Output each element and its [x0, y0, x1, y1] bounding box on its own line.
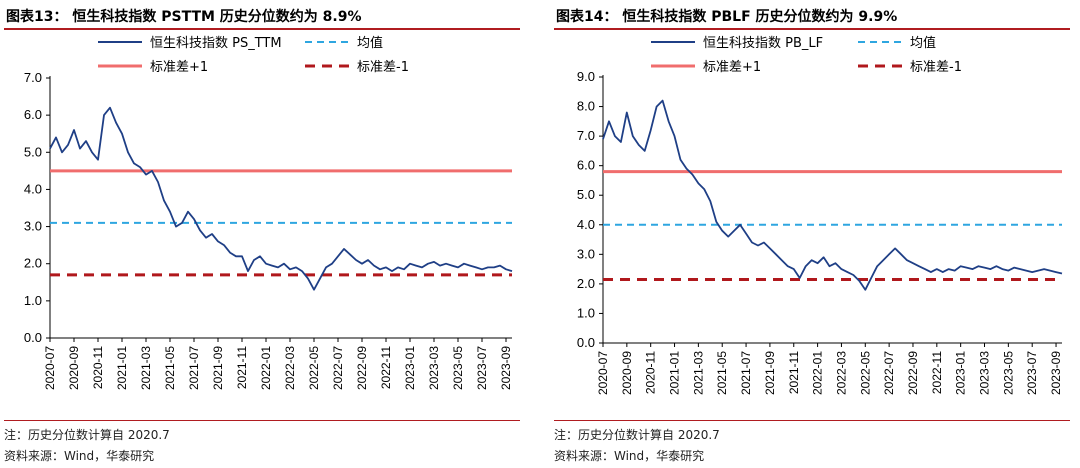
- line-chart: 0.0 1.0 2.0 3.0 4.0 5.0 6.0 7.0 8.0 9.0 2020-07 202…: [577, 35, 1063, 395]
- x-tick-label: 2020-09: [620, 351, 634, 395]
- y-tick-label: 8.0: [577, 99, 595, 114]
- x-tick-label: 2020-07: [43, 346, 57, 390]
- x-tick-label: 2022-05: [307, 346, 321, 390]
- y-tick-label: 0.0: [577, 335, 595, 350]
- x-tick-label: 2021-09: [763, 351, 777, 395]
- x-tick-label: 2021-09: [211, 346, 225, 390]
- x-tick-label: 2022-01: [811, 351, 825, 395]
- legend-label: 标准差-1: [357, 60, 409, 75]
- title-rule: [554, 28, 1070, 30]
- x-tick-label: 2021-07: [739, 351, 753, 395]
- x-tick-label: 2023-01: [403, 346, 417, 390]
- y-tick-label: 5.0: [24, 144, 42, 159]
- x-tick-label: 2021-07: [187, 346, 201, 390]
- x-tick-label: 2021-03: [691, 351, 705, 395]
- y-tick-label: 4.0: [24, 181, 42, 196]
- chart-panel-left: 图表13： 恒生科技指数 PSTTM 历史分位数约为 8.9% 0.0 1.0 2.…: [0, 0, 530, 468]
- x-tick-label: 2022-07: [882, 351, 896, 395]
- x-tick-label: 2023-07: [475, 346, 489, 390]
- y-tick-label: 6.0: [577, 158, 595, 173]
- x-tick-label: 2021-03: [139, 346, 153, 390]
- footer-rule: [554, 420, 1070, 421]
- x-tick-label: 2023-03: [427, 346, 441, 390]
- legend-item: 标准差+1: [651, 60, 761, 75]
- legend-item: 均值: [858, 35, 936, 51]
- x-tick-label: 2020-11: [91, 346, 105, 389]
- legend-item: 恒生科技指数 PB_LF: [651, 36, 823, 51]
- legend-label: 标准差+1: [150, 60, 208, 75]
- y-tick-label: 3.0: [577, 246, 595, 261]
- chart-source: 资料来源：Wind，华泰研究: [4, 449, 155, 463]
- legend-label: 恒生科技指数 PB_LF: [703, 36, 823, 51]
- x-tick-label: 2020-09: [67, 346, 81, 390]
- chart-note: 注：历史分位数计算自 2020.7: [4, 428, 170, 442]
- x-tick-label: 2022-07: [331, 346, 345, 390]
- title-rule: [4, 28, 520, 30]
- x-tick-label: 2022-01: [259, 346, 273, 390]
- line-chart: 0.0 1.0 2.0 3.0 4.0 5.0 6.0 7.0 2020-07 2020-09 20…: [24, 35, 513, 390]
- x-tick-label: 2023-07: [1025, 351, 1039, 395]
- legend-item: 标准差-1: [305, 60, 409, 75]
- x-tick-label: 2023-01: [954, 351, 968, 395]
- x-tick-label: 2021-11: [235, 346, 249, 389]
- x-tick-label: 2021-11: [787, 351, 801, 394]
- y-tick-label: 6.0: [24, 107, 42, 122]
- y-tick-label: 0.0: [24, 330, 42, 345]
- x-tick-label: 2021-05: [163, 346, 177, 390]
- chart-title: 图表14： 恒生科技指数 PBLF 历史分位数约为 9.9%: [556, 9, 898, 25]
- legend-item: 均值: [305, 35, 383, 51]
- x-tick-label: 2023-09: [1049, 351, 1063, 395]
- series-line: [49, 106, 513, 291]
- x-tick-label: 2023-05: [1001, 351, 1015, 395]
- legend-label: 均值: [357, 35, 383, 51]
- legend-item: 标准差+1: [98, 60, 208, 75]
- y-tick-label: 1.0: [24, 293, 42, 308]
- chart-panel-right: 图表14： 恒生科技指数 PBLF 历史分位数约为 9.9% 0.0 1.0 2.0…: [550, 0, 1080, 468]
- series-line: [602, 99, 1063, 291]
- x-tick-label: 2022-09: [906, 351, 920, 395]
- legend-label: 均值: [910, 35, 936, 51]
- y-tick-label: 7.0: [24, 70, 42, 85]
- legend-label: 标准差+1: [703, 60, 761, 75]
- x-tick-label: 2020-11: [644, 351, 658, 394]
- x-tick-label: 2020-07: [596, 351, 610, 395]
- y-tick-label: 9.0: [577, 69, 595, 84]
- chart-source: 资料来源：Wind，华泰研究: [554, 449, 705, 463]
- x-tick-label: 2023-09: [499, 346, 513, 390]
- y-tick-label: 2.0: [24, 256, 42, 271]
- y-tick-label: 5.0: [577, 187, 595, 202]
- x-tick-label: 2023-05: [451, 346, 465, 390]
- legend-label: 恒生科技指数 PS_TTM: [150, 36, 282, 51]
- x-tick-label: 2022-03: [834, 351, 848, 395]
- y-tick-label: 4.0: [577, 217, 595, 232]
- y-tick-label: 7.0: [577, 128, 595, 143]
- chart-title: 图表13： 恒生科技指数 PSTTM 历史分位数约为 8.9%: [6, 9, 362, 25]
- legend-item: 恒生科技指数 PS_TTM: [98, 36, 282, 51]
- chart-note: 注：历史分位数计算自 2020.7: [554, 428, 720, 442]
- x-tick-label: 2021-01: [668, 351, 682, 395]
- x-tick-label: 2022-03: [283, 346, 297, 390]
- legend-label: 标准差-1: [910, 60, 962, 75]
- x-tick-label: 2022-05: [858, 351, 872, 395]
- x-tick-label: 2022-09: [355, 346, 369, 390]
- y-tick-label: 2.0: [577, 276, 595, 291]
- x-tick-label: 2022-11: [379, 346, 393, 389]
- x-tick-label: 2021-01: [115, 346, 129, 390]
- legend-item: 标准差-1: [858, 60, 962, 75]
- x-tick-label: 2023-03: [978, 351, 992, 395]
- footer-rule: [4, 420, 520, 421]
- y-tick-label: 1.0: [577, 305, 595, 320]
- x-tick-label: 2022-11: [930, 351, 944, 394]
- y-tick-label: 3.0: [24, 219, 42, 234]
- x-tick-label: 2021-05: [715, 351, 729, 395]
